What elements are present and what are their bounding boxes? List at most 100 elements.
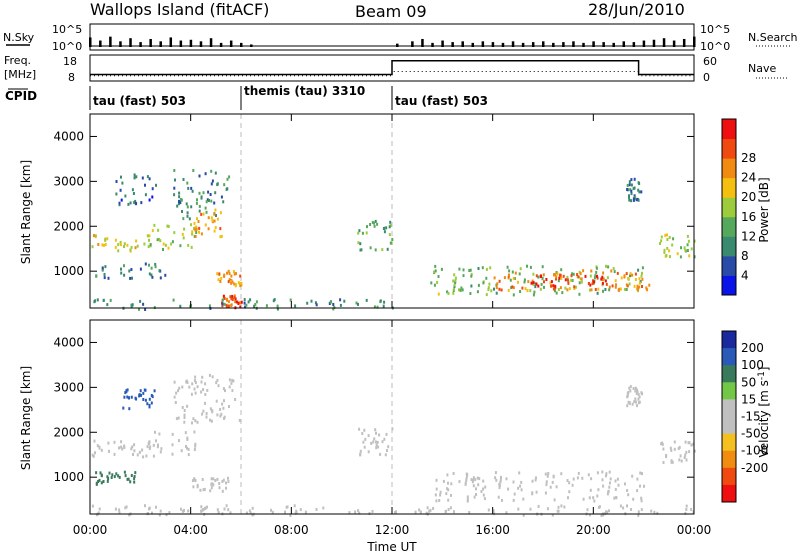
- range-gate-cell: [546, 507, 549, 511]
- range-gate-cell: [142, 302, 145, 306]
- range-gate-cell: [386, 449, 388, 453]
- range-gate-cell: [370, 441, 373, 445]
- range-gate-cell: [101, 243, 104, 247]
- range-gate-cell: [226, 177, 229, 181]
- range-gate-cell: [628, 194, 630, 198]
- range-gate-cell: [374, 248, 377, 252]
- colorbar-tick-label: 12: [741, 229, 756, 243]
- range-gate-cell: [581, 476, 584, 480]
- range-gate-cell: [446, 290, 449, 294]
- range-gate-cell: [596, 276, 599, 280]
- range-gate-cell: [103, 273, 106, 276]
- range-gate-cell: [178, 439, 180, 443]
- range-gate-cell: [227, 269, 230, 273]
- range-gate-cell: [597, 488, 600, 492]
- range-gate-cell: [114, 245, 117, 249]
- range-gate-cell: [221, 302, 224, 306]
- range-gate-cell: [222, 406, 225, 410]
- y-tick-label: 3000: [53, 174, 84, 188]
- range-gate-cell: [123, 245, 125, 248]
- colorbar-segment: [722, 450, 736, 469]
- range-gate-cell: [449, 506, 452, 510]
- range-gate-cell: [364, 437, 367, 441]
- range-gate-cell: [148, 397, 151, 401]
- range-gate-cell: [132, 453, 134, 456]
- range-gate-cell: [693, 255, 696, 259]
- range-gate-cell: [167, 224, 170, 228]
- colorbar-tick-label: 16: [741, 210, 756, 224]
- range-gate-cell: [560, 276, 563, 280]
- range-gate-cell: [684, 453, 687, 457]
- range-gate-cell: [632, 497, 635, 501]
- y-tick-label: 2000: [53, 219, 84, 233]
- colorbar-segment: [722, 138, 736, 159]
- range-gate-cell: [579, 272, 582, 276]
- range-gate-cell: [375, 440, 377, 444]
- range-gate-cell: [625, 272, 628, 276]
- x-axis-label: Time UT: [366, 540, 417, 554]
- range-gate-cell: [582, 497, 585, 501]
- range-gate-cell: [632, 387, 635, 390]
- range-gate-cell: [194, 379, 196, 383]
- range-gate-cell: [482, 479, 485, 483]
- range-gate-cell: [641, 277, 644, 281]
- range-gate-cell: [228, 405, 230, 408]
- range-gate-cell: [133, 176, 136, 180]
- range-gate-cell: [641, 392, 644, 396]
- range-gate-cell: [641, 472, 643, 476]
- range-gate-cell: [95, 471, 98, 475]
- range-gate-cell: [124, 194, 127, 198]
- range-gate-cell: [120, 445, 123, 449]
- range-gate-cell: [628, 282, 631, 286]
- range-gate-cell: [485, 276, 488, 280]
- range-gate-cell: [555, 275, 558, 279]
- range-gate-cell: [177, 416, 180, 420]
- nsky-bar: [622, 41, 626, 47]
- range-gate-cell: [154, 265, 157, 269]
- range-gate-cell: [626, 404, 629, 408]
- range-gate-cell: [188, 217, 191, 221]
- range-gate-cell: [533, 290, 536, 294]
- range-gate-cell: [464, 481, 467, 485]
- range-gate-cell: [227, 476, 229, 480]
- range-gate-cell: [549, 281, 552, 285]
- range-gate-cell: [442, 479, 445, 483]
- range-gate-cell: [237, 302, 240, 305]
- range-gate-cell: [587, 473, 590, 477]
- range-gate-cell: [209, 407, 212, 411]
- range-gate-cell: [212, 483, 215, 487]
- cpid-segment-2: themis (tau) 3310: [244, 84, 365, 98]
- range-gate-cell: [620, 276, 623, 280]
- range-gate-cell: [153, 389, 156, 393]
- range-gate-cell: [671, 460, 674, 464]
- range-gate-cell: [589, 488, 592, 492]
- range-gate-cell: [284, 510, 286, 514]
- range-gate-cell: [157, 443, 159, 447]
- range-gate-cell: [153, 223, 156, 227]
- range-gate-cell: [631, 402, 634, 406]
- range-gate-cell: [92, 454, 95, 458]
- range-gate-cell: [121, 447, 124, 451]
- range-gate-cell: [373, 224, 376, 228]
- range-gate-cell: [175, 417, 178, 421]
- range-gate-cell: [251, 513, 254, 517]
- range-gate-cell: [686, 243, 689, 247]
- range-gate-cell: [93, 439, 96, 443]
- colorbar-tick-label: -50: [741, 427, 761, 441]
- range-gate-cell: [100, 481, 103, 485]
- range-gate-cell: [468, 269, 471, 272]
- range-gate-cell: [121, 181, 124, 185]
- range-gate-cell: [554, 273, 557, 277]
- range-gate-cell: [216, 413, 219, 417]
- colorbar-tick-label: 15: [741, 392, 756, 406]
- nsky-bar: [411, 41, 414, 47]
- range-gate-cell: [678, 458, 681, 462]
- range-gate-cell: [276, 304, 279, 308]
- range-gate-cell: [100, 448, 103, 452]
- range-gate-cell: [183, 227, 186, 231]
- range-gate-cell: [124, 474, 127, 478]
- range-gate-cell: [181, 385, 184, 389]
- nsky-bar: [693, 36, 696, 47]
- range-gate-cell: [198, 191, 201, 195]
- range-gate-cell: [476, 476, 479, 480]
